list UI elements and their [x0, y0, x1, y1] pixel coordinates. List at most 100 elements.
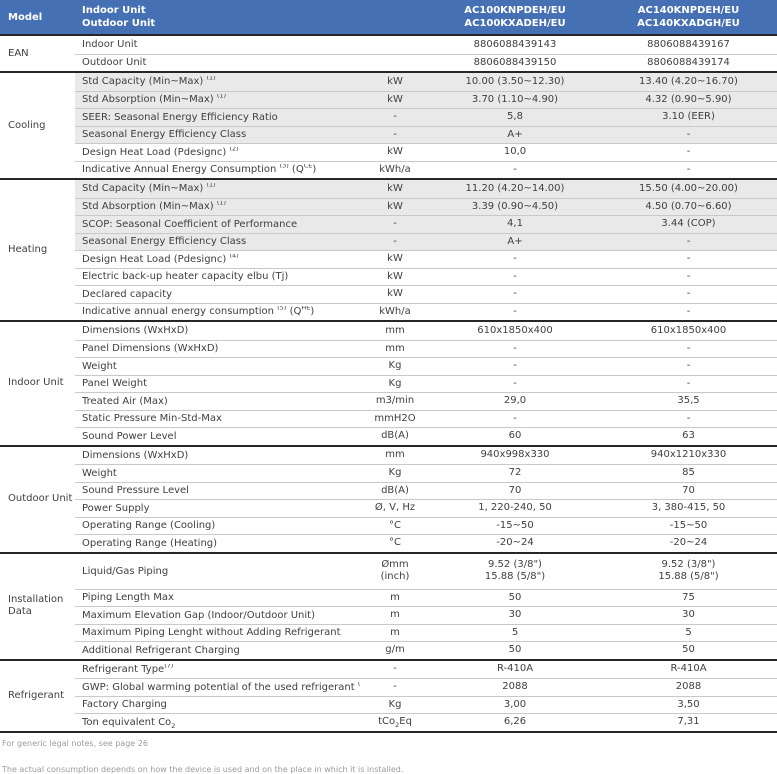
row-value-model-1: -	[513, 342, 517, 354]
row-value-model-2: -	[686, 360, 691, 372]
row-value-model-1: -	[513, 253, 517, 265]
row-unit: kW	[387, 253, 403, 265]
table-row: Sound Power Level dB(A) 60 63	[75, 427, 777, 445]
row-unit: -	[393, 235, 397, 247]
row-label: Factory Charging	[82, 699, 167, 711]
row-value-model-2: -	[686, 270, 691, 282]
row-unit: kW	[387, 146, 403, 158]
row-label: Additional Refrigerant Charging	[82, 644, 240, 656]
row-value-model-2: -	[686, 163, 691, 175]
row-value-model-1: -	[513, 412, 517, 424]
row-label: Power Supply	[82, 502, 150, 514]
row-unit: kW	[387, 93, 403, 105]
row-unit: -	[393, 111, 397, 123]
row-value-model-2: 63	[682, 430, 695, 442]
section-indoor-unit: Indoor Unit Dimensions (WxHxD) mm 610x18…	[0, 320, 777, 445]
row-value-model-2: 85	[682, 467, 695, 479]
row-label: Dimensions (WxHxD)	[82, 325, 189, 337]
row-label: Maximum Elevation Gap (Indoor/Outdoor Un…	[82, 609, 315, 621]
spec-table-body: EAN Indoor Unit 8806088439143 8806088439…	[0, 34, 777, 733]
row-label: Ton equivalent Co2	[82, 716, 176, 728]
row-value-model-1: 30	[508, 609, 522, 621]
row-value-model-1: -	[513, 288, 517, 300]
row-label: SCOP: Seasonal Coefficient of Performanc…	[82, 218, 298, 230]
row-label: Treated Air (Max)	[82, 395, 168, 407]
row-value-model-2: 5	[685, 626, 692, 638]
row-value-model-2: -15~50	[669, 519, 708, 531]
row-value-model-1: -15~50	[496, 519, 534, 531]
row-unit: -	[393, 128, 397, 140]
row-value-model-1: 50	[508, 591, 522, 603]
row-value-model-2: -	[686, 377, 691, 389]
table-row: GWP: Global warming potential of the use…	[75, 678, 777, 696]
row-unit: mm	[385, 324, 405, 336]
row-label: Outdoor Unit	[82, 57, 147, 69]
row-value-model-2: -	[686, 342, 691, 354]
row-unit: Kg	[388, 698, 402, 710]
table-row: Std Capacity (Min~Max) (1) kW 11.20 (4.2…	[75, 180, 777, 198]
header-model-1: AC100KNPDEH/EU AC100KXADEH/EU	[430, 0, 600, 34]
section-label: Outdoor Unit	[8, 493, 73, 504]
row-value-model-2: 7,31	[677, 716, 700, 728]
section-label: Cooling	[8, 119, 46, 131]
row-value-model-1: 8806088439150	[473, 56, 557, 68]
row-label: Operating Range (Cooling)	[82, 520, 216, 532]
row-label: Indoor Unit	[82, 39, 138, 51]
row-unit: kWh/a	[379, 163, 411, 175]
row-unit: °C	[389, 519, 401, 531]
row-value-model-2: 15.50 (4.00~20.00)	[639, 182, 738, 194]
row-unit: m	[390, 591, 400, 603]
row-unit: mmH2O	[374, 412, 416, 424]
row-value-model-1: A+	[507, 235, 523, 247]
table-row: Weight Kg - -	[75, 357, 777, 375]
row-value-model-2: 3.10 (EER)	[662, 111, 715, 123]
table-header: Model Indoor Unit Outdoor Unit AC100KNPD…	[0, 0, 777, 34]
table-row: Design Heat Load (Pdesignc) (4) kW - -	[75, 250, 777, 268]
section-label: Indoor Unit	[8, 377, 64, 389]
row-unit: kW	[387, 200, 403, 212]
row-value-model-1: 50	[508, 644, 522, 656]
header-indoor-unit-label: Indoor Unit	[82, 5, 146, 16]
row-value-model-1: R-410A	[496, 663, 534, 675]
row-value-model-2: -	[686, 128, 691, 140]
section-outdoor-unit: Outdoor Unit Dimensions (WxHxD) mm 940x9…	[0, 444, 777, 552]
header-unit-labels: Indoor Unit Outdoor Unit	[75, 0, 360, 34]
row-value-model-2: 3,50	[677, 698, 700, 710]
table-row: Factory Charging Kg 3,00 3,50	[75, 695, 777, 714]
header-model-label: Model	[8, 11, 43, 23]
table-row: Refrigerant Type(7) - R-410A R-410A	[75, 661, 777, 679]
row-label: Std Capacity (Min~Max) (1)	[82, 76, 216, 88]
footnotes: For generic legal notes, see page 26 The…	[0, 739, 777, 774]
table-row: Panel Weight Kg - -	[75, 374, 777, 393]
table-row: Electric back-up heater capacity elbu (T…	[75, 267, 777, 286]
row-unit: tCo2Eq	[378, 716, 412, 730]
row-value-model-1: 6,26	[503, 716, 527, 728]
table-row: Liquid/Gas Piping Ømm (inch) 9.52 (3/8") 1…	[75, 554, 777, 589]
row-value-model-2: 3.44 (COP)	[661, 218, 716, 230]
model-1-indoor-code: AC100KNPDEH/EU	[464, 5, 566, 16]
table-row: Weight Kg 72 85	[75, 464, 777, 482]
table-row: Outdoor Unit 8806088439150 8806088439174	[75, 53, 777, 72]
row-value-model-2: -	[686, 412, 691, 424]
row-value-model-2: -	[686, 253, 691, 265]
table-row: Maximum Elevation Gap (Indoor/Outdoor Un…	[75, 606, 777, 624]
table-row: Ton equivalent Co2 tCo2Eq 6,26 7,31	[75, 713, 777, 731]
row-unit: dB(A)	[381, 484, 409, 496]
section-heating: Heating Std Capacity (Min~Max) (1) kW 11…	[0, 178, 777, 320]
row-value-model-1: -	[513, 163, 517, 175]
row-unit: mm	[385, 449, 405, 461]
row-label: Panel Weight	[82, 378, 147, 390]
table-row: Design Heat Load (Pdesignc) (2) kW 10,0 …	[75, 143, 777, 161]
table-row: Std Absorption (Min~Max) (1) kW 3.39 (0.…	[75, 197, 777, 215]
row-unit: g/m	[385, 644, 405, 656]
table-row: Operating Range (Heating) °C -20~24 -20~…	[75, 534, 777, 552]
section-installation-data: Installation Data Liquid/Gas Piping Ømm(…	[0, 551, 777, 659]
row-value-model-1: 72	[508, 467, 522, 479]
row-unit: Kg	[388, 377, 402, 389]
row-value-model-2: 610x1850x400	[650, 324, 727, 336]
row-value-model-1: 9.52 (3/8") 15.88 (5/8")	[484, 559, 546, 582]
table-row: Sound Pressure Level dB(A) 70 70	[75, 481, 777, 500]
row-value-model-1: 29,0	[503, 395, 527, 407]
model-2-outdoor-code: AC140KXADGH/EU	[637, 18, 740, 29]
row-unit: dB(A)	[381, 430, 409, 442]
